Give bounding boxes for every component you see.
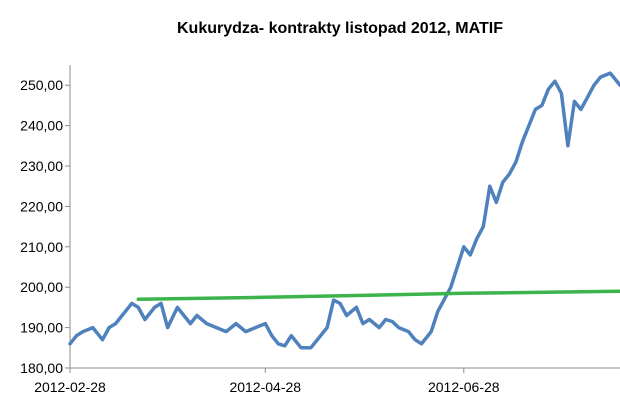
y-tick-label: 190,00 (20, 320, 63, 336)
chart-title: Kukurydza- kontrakty listopad 2012, MATI… (177, 20, 503, 37)
y-tick-label: 200,00 (20, 279, 63, 295)
series-group (68, 71, 620, 350)
series-line-1 (68, 71, 620, 350)
y-tick-label: 230,00 (20, 158, 63, 174)
y-tick-label: 220,00 (20, 198, 63, 214)
y-tick-label: 240,00 (20, 118, 63, 134)
x-tick-label: 2012-02-28 (34, 379, 106, 395)
y-tick-group: 180,00 190,00 200,00 210,00 220,00 230,00 240,… (20, 77, 70, 376)
x-tick-label: 2012-06-28 (428, 379, 500, 395)
x-tick-label: 2012-04-28 (229, 379, 301, 395)
series-line-2 (136, 289, 620, 302)
y-tick-label: 250,00 (20, 77, 63, 93)
y-tick-label: 210,00 (20, 239, 63, 255)
x-tick-group: 2012-02-28 2012-04-28 2012-06-28 (34, 368, 500, 395)
y-tick-label: 180,00 (20, 360, 63, 376)
